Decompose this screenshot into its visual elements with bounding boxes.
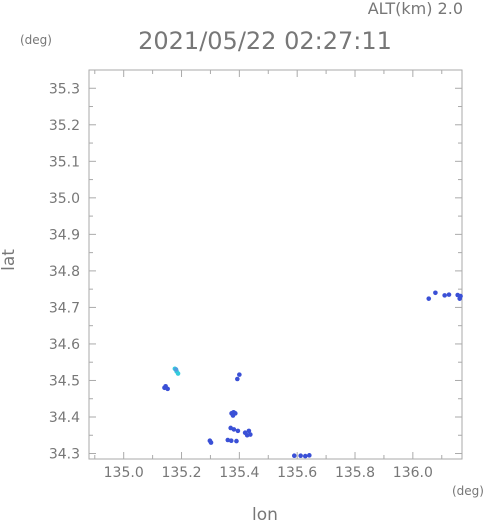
echo-point bbox=[291, 453, 297, 459]
x-tick-label: 135.2 bbox=[161, 465, 201, 481]
echo-point bbox=[246, 428, 252, 434]
timestamp-title: 2021/05/22 02:27:11 bbox=[138, 27, 392, 55]
x-unit-label: (deg) bbox=[452, 484, 484, 498]
echo-point bbox=[302, 453, 308, 459]
y-tick-label: 34.3 bbox=[49, 447, 80, 463]
y-unit-label: (deg) bbox=[20, 33, 52, 47]
echo-point bbox=[442, 293, 447, 298]
echo-point bbox=[234, 438, 239, 444]
y-tick-label: 35.1 bbox=[49, 154, 80, 170]
y-tick-label: 34.7 bbox=[49, 300, 80, 316]
y-tick-label: 34.8 bbox=[49, 264, 80, 280]
echo-point bbox=[237, 372, 242, 377]
echo-point bbox=[446, 292, 452, 297]
echo-points bbox=[162, 290, 463, 459]
echo-point bbox=[248, 432, 253, 437]
echo-point bbox=[433, 290, 438, 296]
echo-point bbox=[307, 453, 312, 458]
echo-point bbox=[298, 453, 303, 459]
x-tick-label: 135.0 bbox=[104, 465, 144, 481]
echo-point bbox=[228, 438, 234, 444]
echo-point bbox=[230, 413, 236, 418]
echo-point bbox=[225, 437, 231, 443]
y-tick-label: 34.4 bbox=[49, 410, 80, 426]
echo-point bbox=[208, 440, 214, 445]
echo-point bbox=[458, 293, 463, 299]
echo-point bbox=[235, 376, 240, 382]
x-tick-label: 135.8 bbox=[335, 465, 375, 481]
y-tick-label: 34.5 bbox=[49, 373, 80, 389]
x-tick-label: 135.4 bbox=[219, 465, 259, 481]
tick-group: 135.0 135.2 135.4 135.6 135.8 136.0 34.3 34.4 34… bbox=[49, 69, 462, 481]
y-tick-label: 34.6 bbox=[49, 337, 80, 353]
echo-point bbox=[235, 428, 241, 434]
plot-frame bbox=[88, 69, 463, 460]
echo-point bbox=[175, 371, 181, 376]
x-tick-label: 136.0 bbox=[393, 465, 433, 481]
echo-point bbox=[173, 367, 179, 372]
y-tick-label: 35.2 bbox=[49, 118, 80, 134]
echo-point bbox=[162, 385, 167, 391]
y-tick-label: 35.3 bbox=[49, 81, 80, 97]
y-axis-label: lat bbox=[0, 249, 19, 271]
y-tick-label: 34.9 bbox=[49, 227, 80, 243]
x-tick-label: 135.6 bbox=[277, 465, 317, 481]
y-tick-label: 35.0 bbox=[49, 191, 80, 207]
x-axis-label: lon bbox=[252, 505, 278, 521]
altitude-label: ALT(km) 2.0 bbox=[368, 0, 463, 18]
echo-point bbox=[426, 296, 432, 301]
echo-point bbox=[231, 427, 237, 432]
